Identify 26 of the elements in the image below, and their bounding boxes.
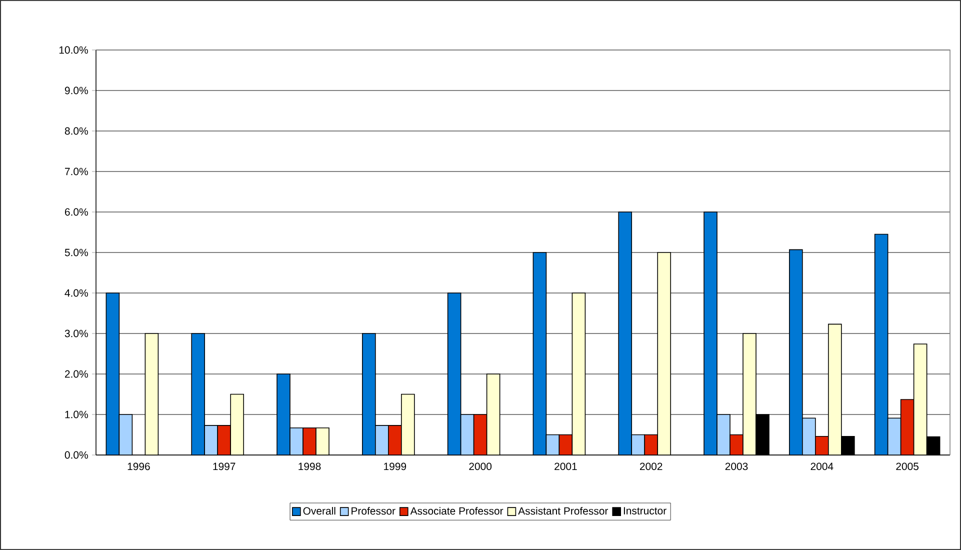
x-tick-label: 2002 xyxy=(640,462,662,470)
y-tick-label: 6.0% xyxy=(65,208,88,216)
x-tick-label: 1999 xyxy=(384,462,406,470)
legend-label: Professor xyxy=(352,506,396,515)
y-tick-label: 2.0% xyxy=(65,370,88,378)
x-tick-label: 2004 xyxy=(810,462,834,470)
legend-label: Instructor xyxy=(624,507,666,514)
y-tick-label: 5.0% xyxy=(64,248,88,256)
y-tick-label: 4.0% xyxy=(64,289,88,297)
y-tick-label: 9.0% xyxy=(64,86,88,94)
x-tick-label: 2003 xyxy=(725,462,748,470)
y-tick-label: 7.0% xyxy=(65,168,88,176)
x-tick-label: 1997 xyxy=(213,462,236,470)
y-tick-label: 3.0% xyxy=(64,330,88,338)
legend-label: Assistant Professor xyxy=(518,506,608,515)
x-tick-label: 2000 xyxy=(469,462,492,470)
legend-label: Associate Professor xyxy=(410,506,504,515)
y-tick-label: 0.0% xyxy=(64,451,88,459)
x-tick-label: 1998 xyxy=(298,462,321,470)
y-tick-label: 1.0% xyxy=(65,410,88,418)
x-tick-label: 1996 xyxy=(128,462,150,470)
y-tick-label: 8.0% xyxy=(64,127,88,135)
y-tick-label: 10.0% xyxy=(59,46,88,54)
legend-label: Overall xyxy=(303,506,336,515)
x-tick-label: 2001 xyxy=(554,462,577,470)
x-tick-label: 2005 xyxy=(896,462,919,470)
